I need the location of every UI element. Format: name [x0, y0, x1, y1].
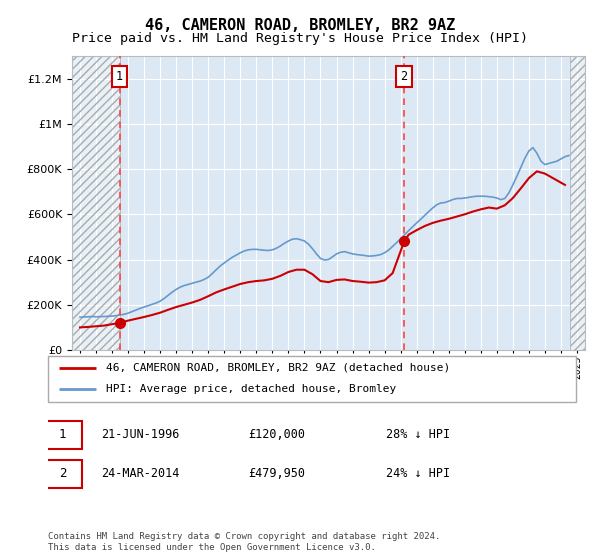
Text: 24-MAR-2014: 24-MAR-2014 — [101, 468, 179, 480]
46, CAMERON ROAD, BROMLEY, BR2 9AZ (detached house) — [562, 181, 569, 188]
FancyBboxPatch shape — [48, 356, 576, 402]
46, CAMERON ROAD, BROMLEY, BR2 9AZ (detached house) — [341, 276, 348, 283]
46, CAMERON ROAD, BROMLEY, BR2 9AZ (detached house) — [253, 278, 260, 284]
HPI: Average price, detached house, Bromley: (2.01e+03, 4.9e+05): Average price, detached house, Bromley: … — [289, 236, 296, 242]
Bar — [72, 56, 119, 350]
HPI: Average price, detached house, Bromley: (2e+03, 3.72e+05): Average price, detached house, Bromley: … — [217, 263, 224, 269]
Line: 46, CAMERON ROAD, BROMLEY, BR2 9AZ (detached house): 46, CAMERON ROAD, BROMLEY, BR2 9AZ (deta… — [80, 171, 565, 328]
Text: 21-JUN-1996: 21-JUN-1996 — [101, 428, 179, 441]
46, CAMERON ROAD, BROMLEY, BR2 9AZ (detached house) — [533, 168, 541, 175]
Text: £120,000: £120,000 — [248, 428, 305, 441]
46, CAMERON ROAD, BROMLEY, BR2 9AZ (detached house) — [373, 279, 380, 286]
HPI: Average price, detached house, Bromley: (2e+03, 1.77e+05): Average price, detached house, Bromley: … — [133, 307, 140, 314]
Text: 28% ↓ HPI: 28% ↓ HPI — [386, 428, 450, 441]
HPI: Average price, detached house, Bromley: (2.02e+03, 8.6e+05): Average price, detached house, Bromley: … — [565, 152, 572, 159]
Text: Contains HM Land Registry data © Crown copyright and database right 2024.
This d: Contains HM Land Registry data © Crown c… — [48, 532, 440, 552]
46, CAMERON ROAD, BROMLEY, BR2 9AZ (detached house) — [76, 324, 83, 331]
46, CAMERON ROAD, BROMLEY, BR2 9AZ (detached house) — [197, 296, 204, 303]
Text: 2: 2 — [59, 468, 66, 480]
46, CAMERON ROAD, BROMLEY, BR2 9AZ (detached house) — [181, 301, 188, 308]
46, CAMERON ROAD, BROMLEY, BR2 9AZ (detached house) — [501, 202, 508, 209]
HPI: Average price, detached house, Bromley: (2.02e+03, 8.95e+05): Average price, detached house, Bromley: … — [529, 144, 536, 151]
Text: 1: 1 — [116, 70, 123, 83]
Text: 1: 1 — [59, 428, 66, 441]
Line: HPI: Average price, detached house, Bromley: HPI: Average price, detached house, Brom… — [80, 148, 569, 317]
FancyBboxPatch shape — [43, 460, 82, 488]
Text: 46, CAMERON ROAD, BROMLEY, BR2 9AZ (detached house): 46, CAMERON ROAD, BROMLEY, BR2 9AZ (deta… — [106, 363, 451, 373]
HPI: Average price, detached house, Bromley: (2e+03, 1.63e+05): Average price, detached house, Bromley: … — [125, 310, 132, 316]
Bar — [570, 56, 585, 350]
Bar — [72, 56, 119, 350]
HPI: Average price, detached house, Bromley: (2e+03, 1.49e+05): Average price, detached house, Bromley: … — [104, 313, 112, 320]
Text: 24% ↓ HPI: 24% ↓ HPI — [386, 468, 450, 480]
Text: Price paid vs. HM Land Registry's House Price Index (HPI): Price paid vs. HM Land Registry's House … — [72, 32, 528, 45]
Text: 2: 2 — [401, 70, 408, 83]
HPI: Average price, detached house, Bromley: (2.02e+03, 6.8e+05): Average price, detached house, Bromley: … — [473, 193, 481, 199]
Bar — [570, 56, 585, 350]
Text: £479,950: £479,950 — [248, 468, 305, 480]
HPI: Average price, detached house, Bromley: (1.99e+03, 1.45e+05): Average price, detached house, Bromley: … — [76, 314, 83, 320]
Text: HPI: Average price, detached house, Bromley: HPI: Average price, detached house, Brom… — [106, 384, 397, 394]
Text: 46, CAMERON ROAD, BROMLEY, BR2 9AZ: 46, CAMERON ROAD, BROMLEY, BR2 9AZ — [145, 18, 455, 33]
FancyBboxPatch shape — [43, 421, 82, 449]
